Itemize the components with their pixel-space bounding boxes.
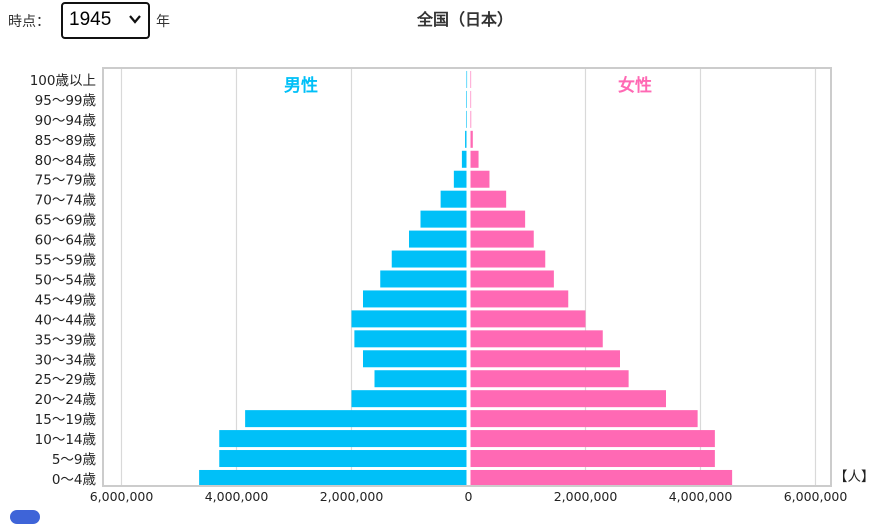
female-bar	[470, 210, 526, 228]
male-bar	[461, 150, 467, 168]
year-label: 時点：	[8, 14, 50, 30]
unit-label: 【人】	[834, 469, 871, 485]
female-bar	[470, 390, 666, 408]
age-group-label: 50～54歳	[35, 272, 97, 288]
x-tick-label: 2,000,000	[320, 489, 384, 504]
age-group-label: 80～84歳	[35, 153, 97, 169]
age-group-label: 100歳以上	[30, 73, 96, 89]
male-bar	[440, 190, 467, 208]
female-bar	[470, 430, 715, 448]
male-bar	[420, 210, 467, 228]
x-tick-label: 6,000,000	[90, 489, 154, 504]
female-bar	[470, 370, 629, 388]
x-tick-label: 4,000,000	[669, 489, 733, 504]
female-bar	[470, 410, 698, 428]
female-bar	[470, 450, 715, 468]
age-group-label: 20～24歳	[35, 392, 97, 408]
male-bar	[245, 410, 467, 428]
age-group-label: 35～39歳	[35, 332, 97, 348]
male-bar	[380, 270, 467, 288]
age-group-label: 90～94歳	[35, 113, 97, 129]
age-group-label: 45～49歳	[35, 292, 97, 308]
female-bar	[470, 110, 472, 128]
age-group-label: 30～34歳	[35, 352, 97, 368]
age-group-label: 40～44歳	[35, 312, 97, 328]
age-group-label: 60～64歳	[35, 233, 97, 249]
age-group-label: 55～59歳	[35, 253, 97, 269]
x-tick-label: 6,000,000	[784, 489, 848, 504]
female-bar	[470, 250, 546, 268]
male-bar	[453, 170, 467, 188]
age-group-label: 0～4歳	[52, 472, 97, 488]
age-group-label: 65～69歳	[35, 213, 97, 229]
male-bar	[374, 370, 467, 388]
age-group-label: 75～79歳	[35, 173, 97, 189]
age-group-label: 95～99歳	[35, 93, 97, 109]
female-bar	[470, 290, 569, 308]
x-tick-label: 4,000,000	[205, 489, 269, 504]
age-group-label: 10～14歳	[35, 432, 97, 448]
year-select[interactable]: 1945	[61, 2, 150, 39]
age-group-label: 15～19歳	[35, 412, 97, 428]
chart-title: 全国（日本）	[416, 10, 513, 29]
male-bar	[351, 390, 467, 408]
age-group-label: 85～89歳	[35, 133, 97, 149]
male-bar	[219, 450, 467, 468]
male-bar	[466, 110, 467, 128]
female-bar	[470, 70, 472, 88]
year-select-value: 1945	[69, 9, 112, 30]
age-group-label: 5～9歳	[52, 452, 97, 468]
male-bar	[391, 250, 467, 268]
male-bar	[351, 310, 467, 328]
male-series-label: 男性	[284, 75, 318, 96]
x-tick-label: 2,000,000	[554, 489, 618, 504]
x-tick-label: 0	[465, 489, 473, 504]
male-bar	[409, 230, 467, 248]
female-bar	[470, 90, 472, 108]
male-bar	[466, 70, 468, 88]
year-unit-label: 年	[156, 14, 170, 30]
age-group-label: 70～74歳	[35, 193, 97, 209]
male-bar	[199, 469, 467, 487]
female-bar	[470, 190, 507, 208]
female-bar	[470, 150, 479, 168]
female-bar	[470, 230, 534, 248]
female-bar	[470, 469, 733, 487]
male-bar	[363, 290, 467, 308]
age-group-label: 25～29歳	[35, 372, 97, 388]
chevron-down-icon	[129, 15, 141, 24]
female-bar	[470, 130, 473, 148]
female-bar	[470, 270, 554, 288]
male-bar	[354, 330, 467, 348]
male-bar	[363, 350, 467, 368]
female-series-label: 女性	[618, 75, 652, 96]
male-bar	[466, 90, 467, 108]
female-bar	[470, 170, 490, 188]
partial-button[interactable]	[10, 510, 40, 524]
female-bar	[470, 330, 603, 348]
female-bar	[470, 350, 620, 368]
male-bar	[465, 130, 467, 148]
plot-frame	[102, 67, 832, 487]
male-bar	[219, 430, 467, 448]
female-bar	[470, 310, 586, 328]
